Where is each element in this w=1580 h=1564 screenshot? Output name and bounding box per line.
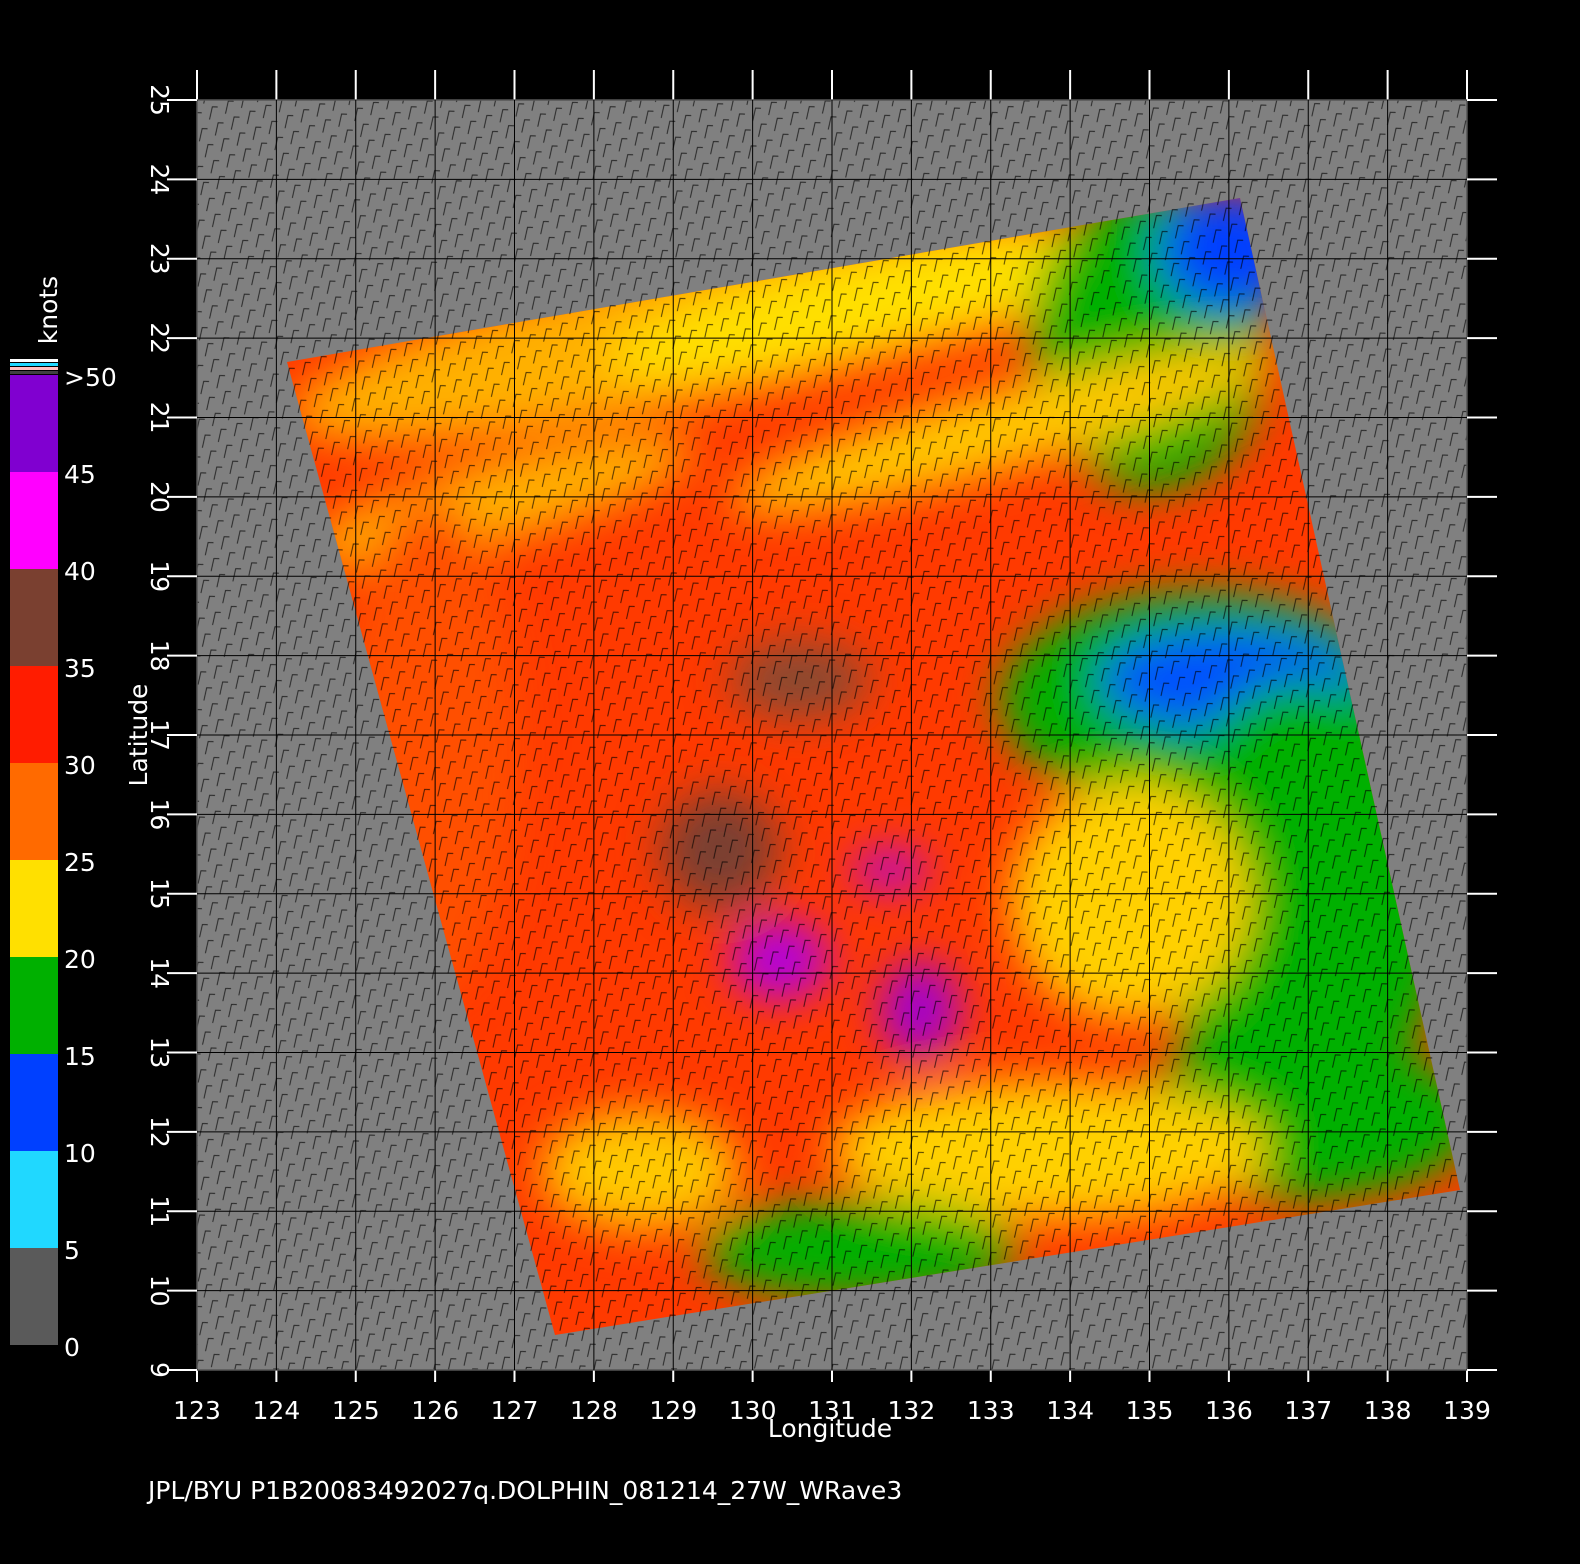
colorbar-band [10,957,58,1054]
colorbar-tick-label: >50 [64,363,117,392]
y-tick-label: 25 [145,84,174,116]
x-tick-label: 135 [1126,1396,1174,1425]
y-axis-label: Latitude [124,684,153,787]
y-tick-label: 17 [145,719,174,751]
colorbar-tick-label: 35 [64,654,96,683]
y-tick-label: 12 [145,1116,174,1148]
colorbar-cap [10,371,58,374]
colorbar-tick-label: 45 [64,460,96,489]
colorbar-band [10,860,58,957]
x-tick-label: 133 [967,1396,1015,1425]
x-tick-label: 124 [253,1396,301,1425]
x-tick-label: 125 [332,1396,380,1425]
y-tick-label: 10 [145,1275,174,1307]
colorbar-tick-label: 0 [64,1333,80,1362]
y-tick-label: 13 [145,1037,174,1069]
colorbar-band [10,569,58,666]
y-tick-label: 16 [145,798,174,830]
x-tick-label: 136 [1205,1396,1253,1425]
y-tick-label: 22 [145,322,174,354]
x-tick-label: 127 [491,1396,539,1425]
colorbar: 0 5 10 15 20 25 30 35 40 45 >50 [10,359,117,1362]
colorbar-tick-label: 40 [64,557,96,586]
y-tick-label: 23 [145,243,174,275]
axes: 123 124 125 126 127 128 129 130 131 132 133 134 135 1… [145,70,1497,1425]
y-tick-label: 14 [145,957,174,989]
x-tick-label: 134 [1046,1396,1094,1425]
colorbar-tick-label: 30 [64,751,96,780]
x-tick-label: 131 [808,1396,856,1425]
y-tick-label: 15 [145,878,174,910]
x-tick-label: 138 [1364,1396,1412,1425]
x-tick-label: 128 [570,1396,618,1425]
x-tick-label: 137 [1284,1396,1332,1425]
y-tick-label: 19 [145,560,174,592]
y-tick-label: 24 [145,163,174,195]
colorbar-band [10,666,58,763]
colorbar-title: knots [34,276,63,344]
colorbar-tick-label: 5 [64,1236,80,1265]
colorbar-cap [10,367,58,370]
x-tick-label: 132 [888,1396,936,1425]
x-tick-label: 139 [1443,1396,1491,1425]
x-axis-label: Longitude [768,1414,892,1443]
colorbar-band [10,375,58,472]
colorbar-band [10,763,58,860]
y-tick-label: 18 [145,640,174,672]
x-tick-label: 126 [411,1396,459,1425]
colorbar-tick-label: 20 [64,945,96,974]
colorbar-band [10,1054,58,1151]
footer: JPL/BYU P1B20083492027q.DOLPHIN_081214_2… [146,1476,902,1505]
x-tick-label: 130 [729,1396,777,1425]
x-tick-label: 129 [649,1396,697,1425]
colorbar-cap [10,359,58,362]
colorbar-tick-label: 10 [64,1139,96,1168]
y-tick-label: 20 [145,481,174,513]
colorbar-band [10,1151,58,1248]
colorbar-cap [10,363,58,366]
colorbar-band [10,1248,58,1345]
colorbar-tick-label: 15 [64,1042,96,1071]
y-tick-label: 21 [145,402,174,434]
y-tick-label: 9 [145,1362,174,1378]
x-tick-label: 123 [173,1396,221,1425]
colorbar-band [10,472,58,569]
colorbar-tick-label: 25 [64,848,96,877]
y-tick-label: 11 [145,1195,174,1227]
